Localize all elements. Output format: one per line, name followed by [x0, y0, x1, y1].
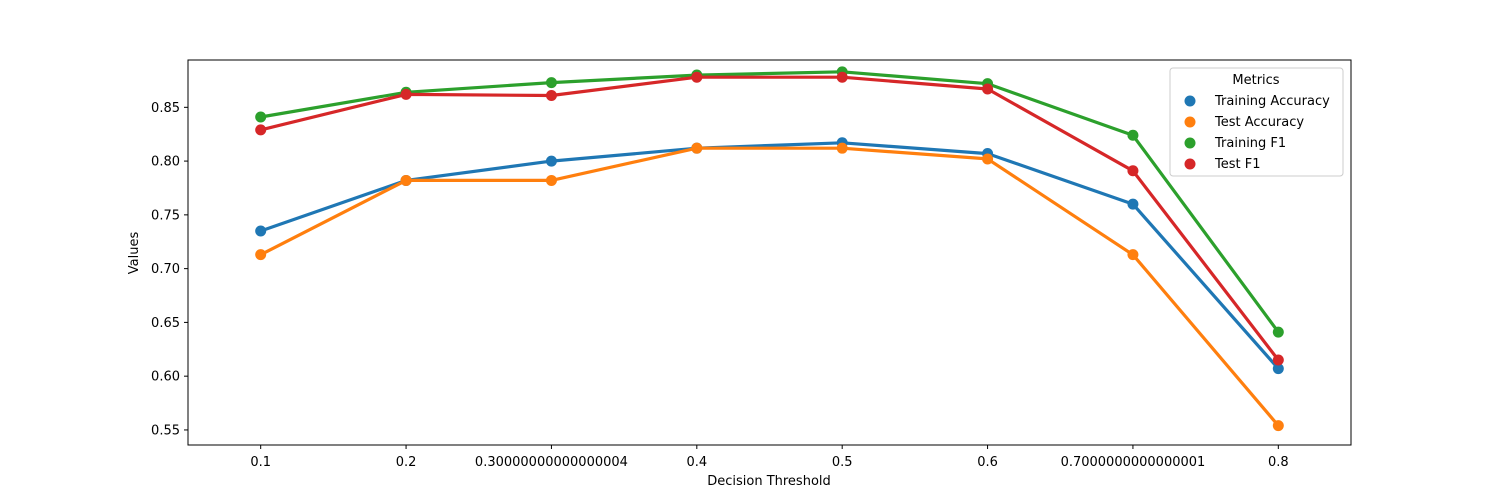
data-point: [255, 225, 267, 237]
y-axis-label: Values: [127, 232, 142, 275]
x-tick-label: 0.7000000000000001: [1061, 455, 1206, 470]
x-axis-label: Decision Threshold: [707, 474, 831, 489]
data-point: [255, 111, 267, 123]
x-tick-label: 0.1: [250, 455, 271, 470]
data-point: [545, 155, 557, 167]
x-tick-label: 0.6: [977, 455, 998, 470]
y-tick-label: 0.80: [151, 155, 180, 170]
y-tick-label: 0.65: [151, 316, 180, 331]
data-point: [836, 142, 848, 154]
data-point: [1272, 354, 1284, 366]
data-point: [691, 142, 703, 154]
data-point: [1272, 363, 1284, 375]
y-tick-label: 0.75: [151, 208, 180, 223]
legend-marker: [1184, 116, 1196, 128]
series-line: [259, 146, 1280, 428]
data-point: [1127, 129, 1139, 141]
data-point: [1127, 198, 1139, 210]
data-point: [1127, 165, 1139, 177]
legend-title: Metrics: [1232, 73, 1279, 88]
series-line: [259, 75, 1280, 362]
legend-marker: [1184, 158, 1196, 170]
data-point: [1272, 420, 1284, 432]
series-line: [259, 141, 1280, 371]
data-point: [545, 77, 557, 89]
series-test-accuracy: [255, 142, 1284, 432]
data-point: [400, 174, 412, 186]
data-point: [691, 71, 703, 83]
data-point: [836, 71, 848, 83]
y-tick-label: 0.55: [151, 423, 180, 438]
x-tick-label: 0.5: [832, 455, 853, 470]
x-tick-label: 0.8: [1268, 455, 1289, 470]
y-tick-label: 0.70: [151, 262, 180, 277]
x-tick-label: 0.30000000000000004: [475, 455, 628, 470]
legend-box: [1169, 67, 1344, 177]
series-test-f1: [255, 71, 1284, 366]
data-point: [1127, 249, 1139, 261]
legend-marker: [1184, 137, 1196, 149]
legend-label: Training Accuracy: [1214, 94, 1330, 109]
series-layer: [255, 66, 1284, 432]
legend-label: Test F1: [1214, 157, 1260, 172]
legend-label: Training F1: [1214, 136, 1286, 151]
y-axis: 0.55 0.60 0.65 0.70 0.75 0.80 0.85: [151, 101, 188, 438]
legend-label: Test Accuracy: [1214, 115, 1304, 130]
data-point: [400, 88, 412, 100]
x-tick-label: 0.2: [396, 455, 417, 470]
y-tick-label: 0.85: [151, 101, 180, 116]
data-point: [1272, 326, 1284, 338]
plot-background: [188, 60, 1351, 445]
data-point: [255, 124, 267, 136]
y-tick-label: 0.60: [151, 370, 180, 385]
data-point: [982, 83, 994, 95]
data-point: [255, 249, 267, 261]
data-point: [982, 153, 994, 165]
legend: Metrics Training Accuracy Test Accuracy Tr…: [1169, 67, 1344, 177]
data-point: [545, 89, 557, 101]
x-axis: 0.1 0.2 0.30000000000000004 0.4 0.5 0.6 0.7000…: [250, 445, 1289, 470]
series-line: [259, 70, 1280, 334]
legend-marker: [1184, 95, 1196, 107]
data-point: [545, 174, 557, 186]
plot-frame: [187, 59, 1352, 446]
x-tick-label: 0.4: [686, 455, 707, 470]
